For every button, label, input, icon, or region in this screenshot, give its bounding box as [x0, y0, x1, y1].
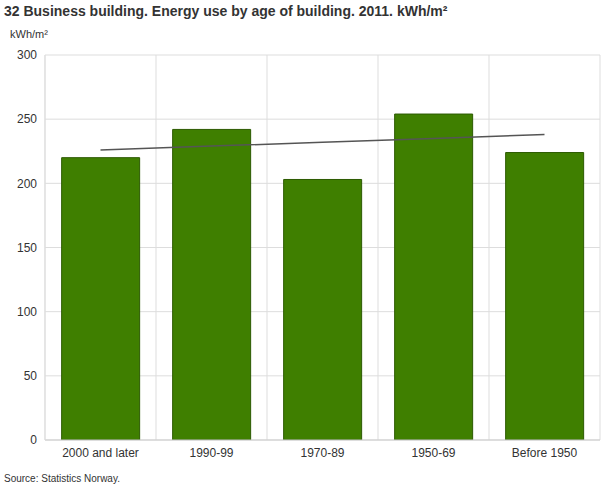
html-text:Source: Statistics Norway.: Source: Statistics Norway.	[4, 473, 120, 484]
svg-text:0: 0	[30, 433, 37, 447]
html-text:32 Business building. Energy u: 32 Business building. Energy use by age …	[4, 3, 448, 19]
svg-text:250: 250	[17, 112, 37, 126]
svg-text:200: 200	[17, 177, 37, 191]
svg-text:2000 and later: 2000 and later	[62, 446, 139, 460]
svg-text:1950-69: 1950-69	[411, 446, 455, 460]
svg-text:1990-99: 1990-99	[189, 446, 233, 460]
svg-text:50: 50	[24, 369, 38, 383]
svg-text:100: 100	[17, 305, 37, 319]
svg-text:150: 150	[17, 241, 37, 255]
svg-text:Before 1950: Before 1950	[512, 446, 578, 460]
svg-text:300: 300	[17, 48, 37, 62]
html-text:kWh/m²: kWh/m²	[10, 28, 48, 40]
svg-text:1970-89: 1970-89	[300, 446, 344, 460]
